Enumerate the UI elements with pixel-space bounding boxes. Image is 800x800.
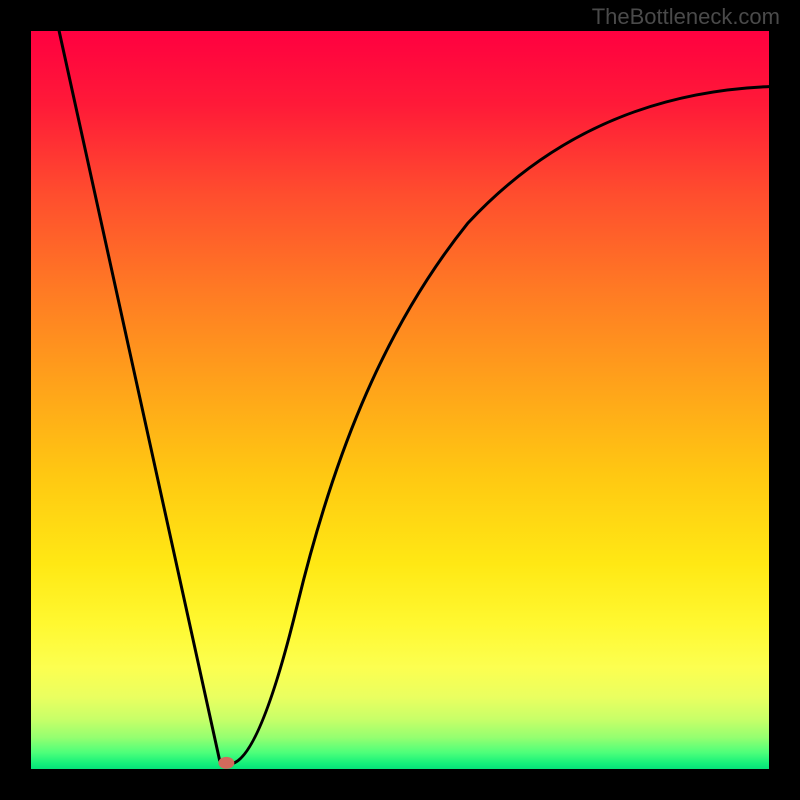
chart-svg xyxy=(31,31,771,771)
frame-bottom xyxy=(0,769,800,800)
plot-area xyxy=(31,31,771,771)
optimum-marker xyxy=(218,757,234,769)
watermark-text: TheBottleneck.com xyxy=(592,4,780,30)
frame-left xyxy=(0,0,31,800)
frame-right xyxy=(769,0,800,800)
bottleneck-curve xyxy=(59,31,771,765)
